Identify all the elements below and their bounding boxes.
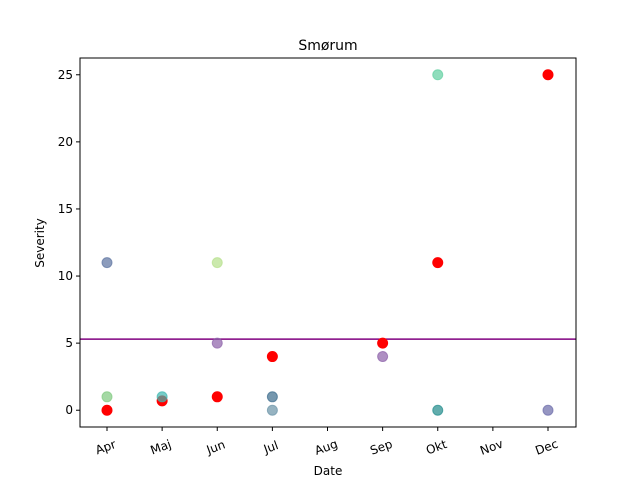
y-tick-label: 20 — [58, 135, 73, 149]
data-point — [211, 391, 223, 403]
data-point — [156, 391, 168, 403]
y-axis-label: Severity — [33, 218, 47, 268]
data-point — [211, 337, 223, 349]
data-point — [101, 404, 113, 416]
y-tick-label: 15 — [58, 202, 73, 216]
data-point — [101, 257, 113, 269]
plot-area — [80, 69, 576, 416]
x-tick-label: Jul — [261, 438, 280, 456]
y-tick-label: 0 — [65, 403, 73, 417]
y-tick-label: 25 — [58, 68, 73, 82]
data-point — [266, 391, 278, 403]
data-point — [542, 69, 554, 81]
data-point — [266, 404, 278, 416]
data-point — [542, 404, 554, 416]
data-point — [101, 391, 113, 403]
x-tick-label: Jun — [204, 437, 227, 457]
data-point — [377, 337, 389, 349]
x-tick-label: Apr — [93, 437, 117, 457]
data-point — [211, 257, 223, 269]
y-tick-label: 10 — [58, 269, 73, 283]
data-point — [432, 404, 444, 416]
data-point — [432, 69, 444, 81]
y-tick-label: 5 — [65, 336, 73, 350]
data-point — [377, 351, 389, 363]
data-point — [432, 257, 444, 269]
x-tick-label: Okt — [424, 437, 449, 457]
chart-title: Smørum — [298, 38, 357, 54]
x-tick-label: Maj — [148, 437, 173, 457]
data-point — [266, 351, 278, 363]
x-axis-label: Date — [314, 464, 343, 478]
